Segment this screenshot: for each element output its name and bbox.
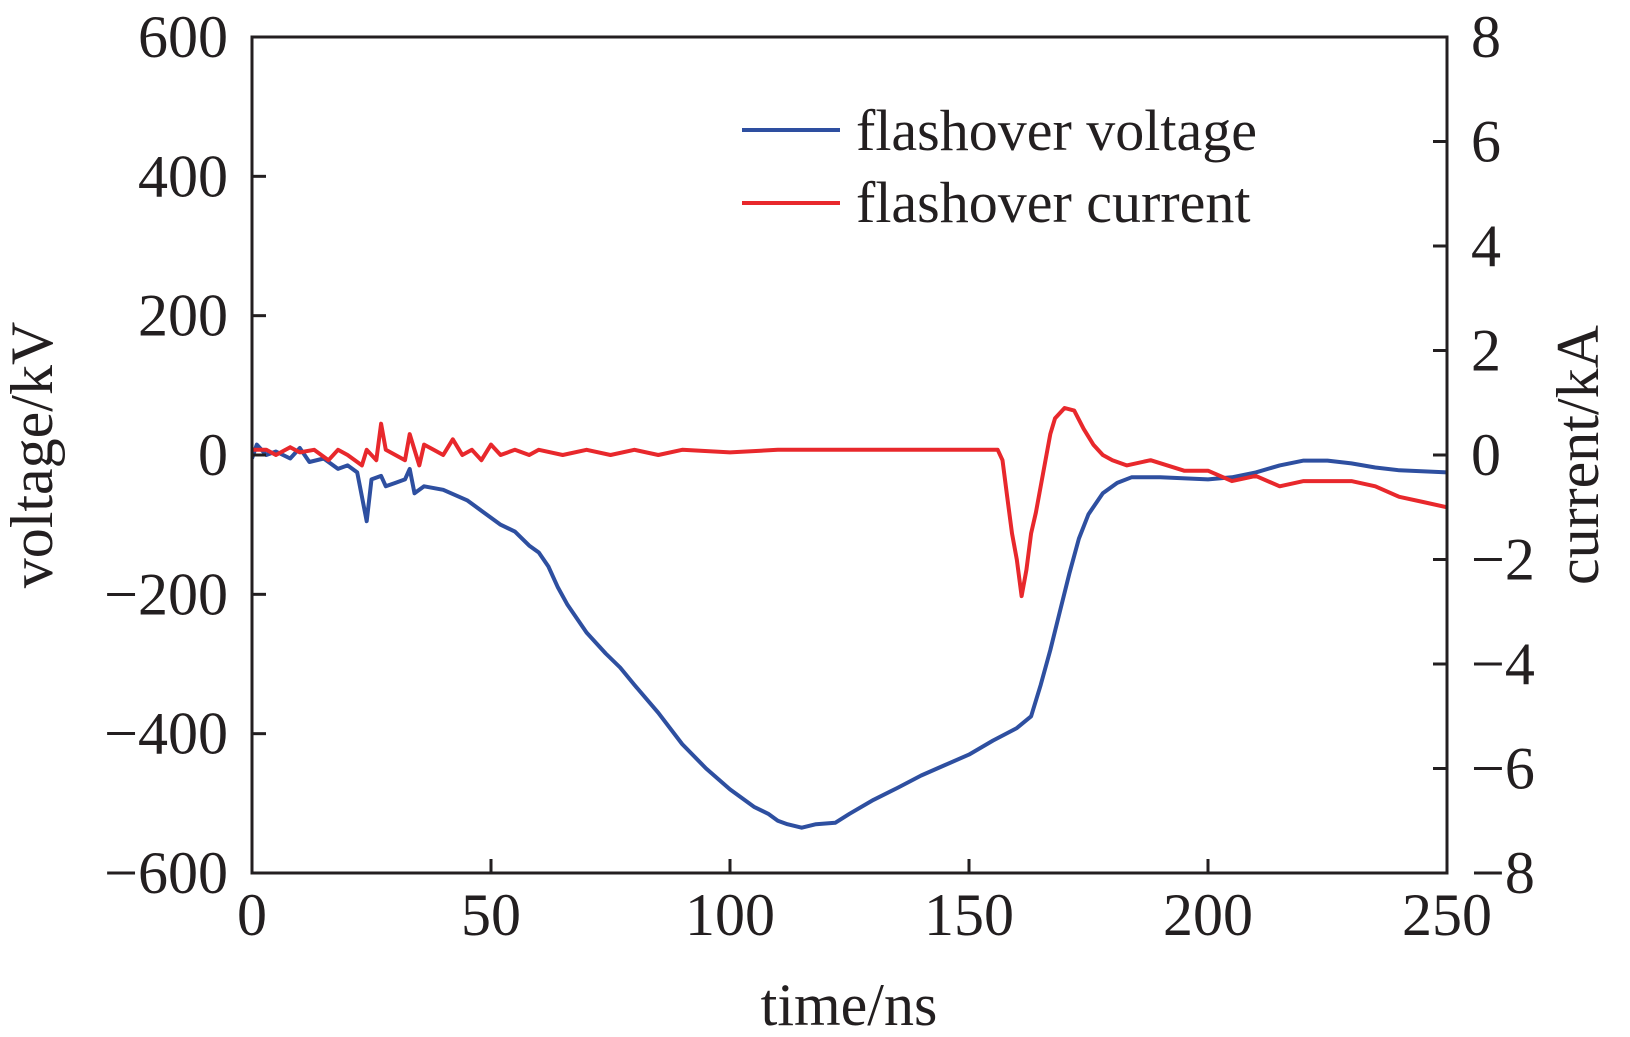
y2-tick-label: −8 <box>1471 840 1535 906</box>
plot-frame <box>250 35 1449 875</box>
legend-label-voltage: flashover voltage <box>856 98 1257 163</box>
x-tick-label: 150 <box>924 882 1014 948</box>
x-tick-label: 250 <box>1402 882 1492 948</box>
x-tick-label: 0 <box>237 882 267 948</box>
x-tick-label: 50 <box>461 882 521 948</box>
legend-label-current: flashover current <box>856 170 1251 235</box>
y2-tick-label: −2 <box>1471 527 1535 593</box>
y2-tick-label: 0 <box>1471 422 1501 488</box>
y2-tick-label: 2 <box>1471 318 1501 384</box>
y-tick-label: 200 <box>138 283 228 349</box>
x-axis-title: time/ns <box>761 972 938 1037</box>
y2-tick-label: −6 <box>1471 736 1535 802</box>
y2-tick-label: −4 <box>1471 631 1535 697</box>
y2-tick-label: 6 <box>1471 109 1501 175</box>
ticks-layer: 0 50 100 150 200 250 −600 −400 −200 0 200 400 600 −8 −… <box>104 4 1535 948</box>
y-tick-label: 0 <box>198 422 228 488</box>
y-tick-label: 600 <box>138 4 228 70</box>
y-tick-label: 400 <box>138 143 228 209</box>
series-line-current <box>252 406 1447 599</box>
y2-axis-title: current/kA <box>1545 325 1611 585</box>
y-tick-label: −600 <box>104 840 228 906</box>
y-tick-label: −400 <box>104 701 228 767</box>
x-tick-label: 100 <box>685 882 775 948</box>
series-line-voltage <box>252 442 1447 830</box>
y2-tick-label: 4 <box>1471 213 1501 279</box>
y-tick-label: −200 <box>104 561 228 627</box>
legend: flashover voltage flashover current <box>742 98 1257 235</box>
series-layer <box>252 406 1447 830</box>
y-axis-title: voltage/kV <box>0 322 65 589</box>
y2-tick-label: 8 <box>1471 4 1501 70</box>
x-tick-label: 200 <box>1163 882 1253 948</box>
